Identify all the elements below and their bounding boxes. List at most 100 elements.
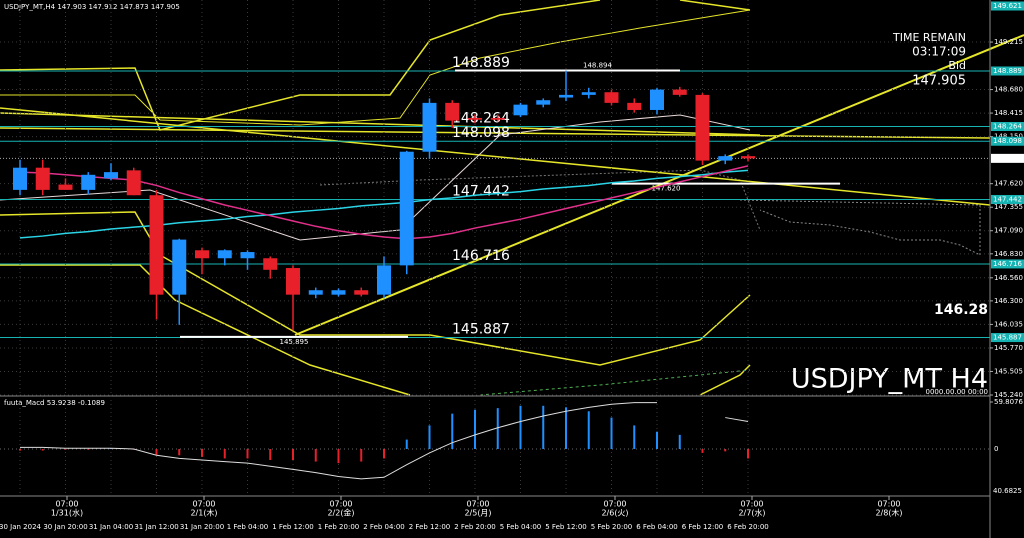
moving-average — [19, 169, 749, 239]
macd-bar — [41, 449, 44, 451]
y-tick-label: 146.300 — [994, 297, 1023, 305]
y-tick-label: 148.415 — [994, 109, 1023, 117]
candle-body — [741, 156, 755, 159]
macd-bar — [587, 411, 590, 449]
macd-bar — [542, 405, 545, 449]
candle-body — [240, 252, 255, 259]
candle-body — [263, 258, 278, 270]
price-box-label: 146.716 — [993, 260, 1022, 268]
macd-bar — [337, 449, 340, 464]
macd-title: fuuta_Macd 53.9238 -0.1089 — [4, 399, 105, 407]
price-box — [991, 121, 1024, 131]
x-tick-label: 6 Feb 20:00 — [727, 523, 768, 531]
candle-body — [149, 195, 164, 295]
macd-bar — [178, 449, 181, 456]
x-tick-label: 2 Feb 20:00 — [454, 523, 495, 531]
jp-time: 07:00 — [740, 500, 763, 509]
moving-average — [19, 165, 749, 240]
y-tick-label: 146.560 — [994, 274, 1023, 282]
footer-time: 0000.00.00 00:00 — [926, 388, 988, 396]
price-box-label: 148.264 — [993, 122, 1022, 130]
candle-body — [422, 102, 437, 152]
candle-body — [126, 170, 141, 196]
price-box — [991, 259, 1024, 269]
candle-body — [217, 250, 232, 259]
macd-bar — [269, 449, 272, 461]
x-tick-label: 31 Jan 12:00 — [134, 523, 178, 531]
macd-signal — [725, 417, 749, 422]
candle-body — [581, 92, 596, 95]
jp-date: 2/7(水) — [738, 508, 765, 518]
macd-bar — [724, 449, 727, 452]
x-tick-label: 31 Jan 20:00 — [180, 523, 224, 531]
macd-signal — [20, 402, 657, 480]
macd-bar — [201, 449, 203, 457]
candle-body — [172, 239, 187, 295]
jp-time: 07:00 — [329, 500, 352, 509]
side-label: 146.28 — [934, 302, 988, 318]
price-box — [991, 66, 1024, 76]
trendline — [0, 107, 991, 206]
time-remain: 03:17:09 — [912, 45, 966, 59]
macd-bar — [519, 405, 522, 449]
bid-label: Bid — [948, 59, 966, 72]
y-tick-label: 147.355 — [994, 203, 1023, 211]
price-box-label: 147.442 — [993, 195, 1022, 203]
macd-bar — [292, 449, 294, 461]
candle-body — [490, 117, 505, 120]
cloud — [739, 199, 981, 256]
jp-date: 2/5(月) — [464, 509, 491, 518]
macd-top-label: 59.8076 — [994, 398, 1023, 406]
jp-time: 07:00 — [466, 500, 489, 509]
candle-body — [377, 265, 391, 295]
candle-body — [286, 268, 300, 295]
band-upper — [0, 0, 601, 131]
jp-date: 2/1(木) — [190, 508, 217, 518]
level-label: 148.889 — [452, 55, 510, 71]
jp-date: 2/2(金) — [327, 508, 354, 518]
candle-body — [650, 89, 664, 110]
y-tick-label: 147.090 — [994, 227, 1023, 235]
macd-bar — [360, 449, 363, 462]
macd-bar — [383, 449, 385, 459]
candle-body — [331, 290, 346, 295]
price-box — [991, 136, 1024, 146]
x-tick-label: 2 Feb 12:00 — [409, 523, 450, 531]
trendline — [294, 34, 1024, 336]
y-tick-label: 147.620 — [994, 180, 1023, 188]
price-box-label: 147.905 — [993, 154, 1022, 162]
y-tick-label: 146.830 — [994, 250, 1023, 258]
x-tick-label: 1 Feb 20:00 — [318, 523, 359, 531]
y-tick-label: 148.150 — [994, 133, 1023, 141]
jp-time: 07:00 — [192, 500, 215, 509]
jp-date: 2/6(火) — [601, 509, 628, 518]
ma-white — [0, 114, 751, 241]
price-box-label: 145.887 — [993, 334, 1022, 342]
x-tick-label: 5 Feb 20:00 — [591, 523, 632, 531]
candle-body — [672, 89, 687, 95]
x-tick-label: 6 Feb 04:00 — [636, 523, 677, 531]
watermark: USDJPY_MT H4 — [791, 364, 988, 395]
level-label: 145.887 — [452, 322, 510, 338]
y-tick-label: 145.770 — [994, 344, 1023, 352]
x-tick-label: 30 Jan 2024 — [0, 523, 42, 531]
macd-bar — [19, 449, 21, 451]
y-tick-label: 145.505 — [994, 367, 1023, 375]
x-tick-label: 31 Jan 04:00 — [89, 523, 133, 531]
candle-body — [195, 250, 209, 259]
macd-bar — [64, 449, 67, 450]
level-label: 148.098 — [452, 125, 510, 141]
candle-body — [604, 92, 619, 103]
macd-bar — [474, 409, 476, 449]
jp-time: 07:00 — [55, 500, 78, 509]
macd-bar — [678, 434, 681, 449]
trendline — [0, 112, 761, 136]
macd-bar — [428, 425, 431, 449]
candle-body — [13, 167, 27, 190]
macd-bar — [496, 408, 499, 449]
x-tick-label: 2 Feb 04:00 — [363, 523, 404, 531]
candle-body — [58, 184, 73, 190]
macd-bar — [610, 417, 613, 449]
bid-value: 147.905 — [912, 74, 966, 89]
y-tick-label: 145.240 — [994, 391, 1023, 399]
